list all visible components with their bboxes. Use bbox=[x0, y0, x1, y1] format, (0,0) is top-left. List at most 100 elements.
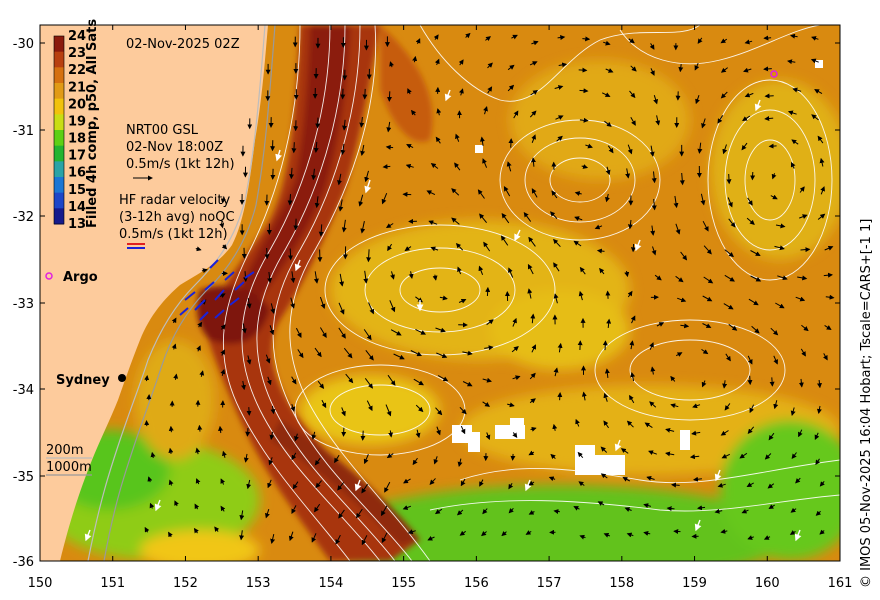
current-arrow bbox=[811, 36, 819, 41]
colorbar-tick-label: 22 bbox=[68, 63, 86, 78]
current-arrow bbox=[649, 342, 654, 350]
current-arrow bbox=[382, 164, 391, 170]
current-arrow bbox=[385, 144, 394, 150]
current-arrow bbox=[630, 116, 636, 126]
current-arrow bbox=[768, 143, 777, 149]
current-arrow bbox=[196, 345, 201, 352]
colorbar-tick-label: 23 bbox=[68, 46, 86, 61]
current-arrow bbox=[412, 457, 418, 466]
isobath-1000m bbox=[103, 25, 276, 561]
current-arrow bbox=[574, 216, 583, 221]
colorbar-tick-label: 14 bbox=[68, 200, 86, 215]
x-axis: 150 151 152 153 154 155 156 157 158 159 160 161 bbox=[28, 25, 852, 591]
current-arrow bbox=[680, 251, 688, 261]
current-arrow bbox=[479, 213, 487, 224]
current-arrow bbox=[579, 534, 586, 540]
current-arrow bbox=[386, 453, 394, 459]
current-arrow bbox=[603, 40, 611, 46]
current-arrow bbox=[790, 161, 796, 169]
current-arrow bbox=[629, 90, 636, 99]
current-arrow bbox=[727, 197, 733, 208]
colorbar-swatch bbox=[54, 36, 64, 53]
current-arrow bbox=[291, 142, 297, 154]
current-arrow bbox=[694, 62, 700, 71]
current-arrow bbox=[264, 247, 270, 260]
current-arrow bbox=[387, 91, 393, 102]
current-arrow bbox=[787, 110, 797, 116]
current-arrow bbox=[578, 290, 584, 301]
current-arrow bbox=[485, 286, 491, 297]
current-arrow bbox=[741, 142, 748, 151]
plot-area bbox=[40, 25, 840, 561]
current-arrow bbox=[553, 238, 561, 248]
current-arrow bbox=[341, 407, 346, 417]
current-arrow bbox=[790, 407, 796, 416]
current-arrow bbox=[770, 327, 779, 336]
current-arrow bbox=[460, 425, 466, 435]
current-arrow bbox=[242, 271, 248, 283]
current-arrow bbox=[697, 142, 703, 154]
current-arrow bbox=[455, 133, 460, 142]
current-arrow bbox=[627, 290, 633, 298]
current-arrow bbox=[578, 67, 588, 73]
current-arrow bbox=[451, 188, 460, 196]
current-arrow bbox=[720, 91, 728, 99]
current-arrow bbox=[553, 293, 559, 304]
current-legend-line2: 02-Nov 18:00Z bbox=[126, 140, 223, 155]
current-arrow bbox=[746, 482, 754, 487]
x-tick-label: 151 bbox=[100, 576, 125, 591]
current-arrow bbox=[451, 217, 460, 225]
current-arrow bbox=[173, 373, 179, 380]
colorbar-tick-label: 20 bbox=[68, 97, 86, 112]
current-arrow bbox=[670, 403, 679, 409]
current-arrow bbox=[624, 270, 630, 278]
current-arrow bbox=[700, 193, 706, 206]
current-arrow bbox=[291, 505, 297, 514]
current-arrow bbox=[289, 167, 295, 180]
colorbar-swatch bbox=[54, 130, 64, 147]
current-arrow bbox=[525, 530, 532, 535]
current-arrow bbox=[714, 508, 723, 514]
current-arrow bbox=[319, 296, 326, 310]
current-arrow bbox=[313, 271, 319, 284]
plot-frame bbox=[39, 24, 841, 562]
current-arrow bbox=[501, 530, 507, 537]
current-arrow bbox=[246, 407, 252, 416]
current-arrow bbox=[770, 194, 778, 200]
current-arrow bbox=[697, 37, 703, 44]
current-arrow bbox=[288, 248, 294, 261]
current-arrow bbox=[553, 367, 559, 377]
current-arrow bbox=[415, 296, 423, 303]
current-arrow bbox=[792, 87, 802, 93]
current-arrow bbox=[415, 429, 421, 439]
current-arrow bbox=[335, 534, 341, 545]
current-arrow bbox=[600, 446, 608, 453]
current-arrow bbox=[724, 249, 734, 258]
current-arrow bbox=[405, 163, 414, 169]
current-arrow bbox=[747, 535, 754, 540]
current-arrow bbox=[366, 400, 373, 412]
current-arrow bbox=[653, 95, 659, 105]
current-arrow bbox=[678, 64, 684, 73]
current-arrow bbox=[815, 458, 821, 466]
current-arrow bbox=[724, 403, 731, 411]
current-arrow bbox=[437, 375, 449, 382]
current-arrow bbox=[548, 476, 556, 482]
current-arrow bbox=[368, 302, 375, 315]
current-arrow bbox=[722, 380, 728, 389]
current-arrow bbox=[527, 263, 534, 275]
radar-legend-line2: (3-12h avg) noQC bbox=[119, 210, 235, 225]
current-arrow bbox=[748, 298, 759, 306]
current-arrow bbox=[459, 406, 467, 415]
current-arrow bbox=[436, 426, 441, 436]
current-arrow bbox=[581, 164, 589, 169]
current-arrow bbox=[171, 343, 177, 350]
current-arrow bbox=[390, 329, 402, 336]
current-arrow bbox=[677, 297, 687, 303]
current-arrow bbox=[693, 476, 702, 482]
current-arrow bbox=[799, 214, 808, 219]
current-arrow bbox=[315, 480, 322, 489]
colorbar-tick-label: 15 bbox=[68, 183, 86, 198]
colorbar-swatch bbox=[54, 208, 64, 225]
current-arrow bbox=[393, 353, 405, 360]
